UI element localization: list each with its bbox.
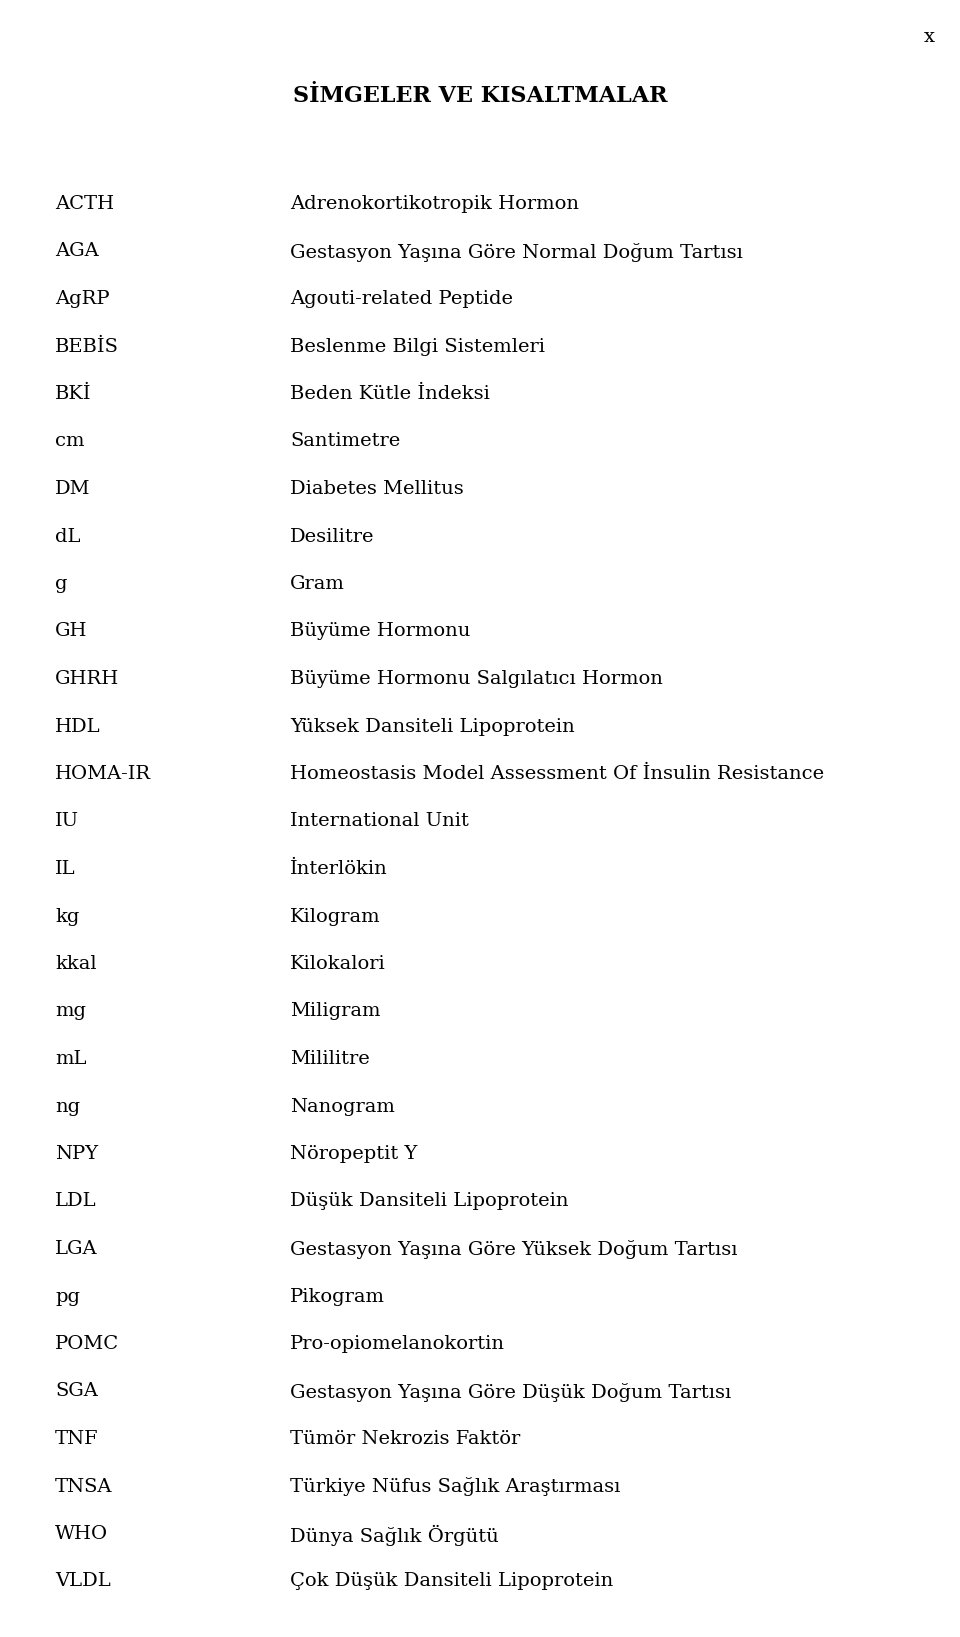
Text: Nanogram: Nanogram	[290, 1097, 395, 1115]
Text: Gestasyon Yaşına Göre Düşük Doğum Tartısı: Gestasyon Yaşına Göre Düşük Doğum Tartıs…	[290, 1383, 732, 1401]
Text: Desilitre: Desilitre	[290, 527, 374, 545]
Text: AgRP: AgRP	[55, 290, 109, 308]
Text: SİMGELER VE KISALTMALAR: SİMGELER VE KISALTMALAR	[293, 85, 667, 106]
Text: BEBİS: BEBİS	[55, 337, 119, 355]
Text: Türkiye Nüfus Sağlık Araştırması: Türkiye Nüfus Sağlık Araştırması	[290, 1478, 620, 1496]
Text: Miligram: Miligram	[290, 1002, 380, 1020]
Text: GHRH: GHRH	[55, 670, 119, 688]
Text: ng: ng	[55, 1097, 80, 1115]
Text: IU: IU	[55, 812, 79, 830]
Text: Gestasyon Yaşına Göre Yüksek Doğum Tartısı: Gestasyon Yaşına Göre Yüksek Doğum Tartı…	[290, 1239, 737, 1259]
Text: İnterlökin: İnterlökin	[290, 859, 388, 877]
Text: g: g	[55, 575, 67, 593]
Text: dL: dL	[55, 527, 81, 545]
Text: Büyüme Hormonu: Büyüme Hormonu	[290, 622, 470, 640]
Text: POMC: POMC	[55, 1336, 119, 1354]
Text: HOMA-IR: HOMA-IR	[55, 764, 151, 782]
Text: Diabetes Mellitus: Diabetes Mellitus	[290, 480, 464, 498]
Text: Nöropeptit Y: Nöropeptit Y	[290, 1144, 418, 1162]
Text: Agouti-related Peptide: Agouti-related Peptide	[290, 290, 513, 308]
Text: Mililitre: Mililitre	[290, 1049, 370, 1067]
Text: Adrenokortikotropik Hormon: Adrenokortikotropik Hormon	[290, 195, 579, 213]
Text: IL: IL	[55, 859, 76, 877]
Text: Homeostasis Model Assessment Of İnsulin Resistance: Homeostasis Model Assessment Of İnsulin …	[290, 764, 824, 782]
Text: TNSA: TNSA	[55, 1478, 112, 1496]
Text: cm: cm	[55, 432, 84, 450]
Text: HDL: HDL	[55, 717, 101, 735]
Text: kkal: kkal	[55, 954, 97, 972]
Text: SGA: SGA	[55, 1383, 98, 1401]
Text: Çok Düşük Dansiteli Lipoprotein: Çok Düşük Dansiteli Lipoprotein	[290, 1573, 613, 1591]
Text: pg: pg	[55, 1287, 80, 1305]
Text: Kilokalori: Kilokalori	[290, 954, 386, 972]
Text: WHO: WHO	[55, 1526, 108, 1544]
Text: International Unit: International Unit	[290, 812, 468, 830]
Text: Pro-opiomelanokortin: Pro-opiomelanokortin	[290, 1336, 505, 1354]
Text: BKİ: BKİ	[55, 385, 91, 403]
Text: Büyüme Hormonu Salgılatıcı Hormon: Büyüme Hormonu Salgılatıcı Hormon	[290, 670, 662, 688]
Text: Gestasyon Yaşına Göre Normal Doğum Tartısı: Gestasyon Yaşına Göre Normal Doğum Tartı…	[290, 242, 743, 262]
Text: Tümör Nekrozis Faktör: Tümör Nekrozis Faktör	[290, 1431, 520, 1449]
Text: Düşük Dansiteli Lipoprotein: Düşük Dansiteli Lipoprotein	[290, 1192, 568, 1210]
Text: LDL: LDL	[55, 1192, 97, 1210]
Text: Kilogram: Kilogram	[290, 907, 380, 925]
Text: x: x	[924, 28, 935, 46]
Text: Yüksek Dansiteli Lipoprotein: Yüksek Dansiteli Lipoprotein	[290, 717, 575, 735]
Text: NPY: NPY	[55, 1144, 98, 1162]
Text: ACTH: ACTH	[55, 195, 114, 213]
Text: AGA: AGA	[55, 242, 99, 260]
Text: Beden Kütle İndeksi: Beden Kütle İndeksi	[290, 385, 490, 403]
Text: VLDL: VLDL	[55, 1573, 110, 1591]
Text: Beslenme Bilgi Sistemleri: Beslenme Bilgi Sistemleri	[290, 337, 545, 355]
Text: Pikogram: Pikogram	[290, 1287, 385, 1305]
Text: LGA: LGA	[55, 1239, 98, 1257]
Text: Dünya Sağlık Örgütü: Dünya Sağlık Örgütü	[290, 1526, 499, 1545]
Text: kg: kg	[55, 907, 80, 925]
Text: DM: DM	[55, 480, 90, 498]
Text: TNF: TNF	[55, 1431, 99, 1449]
Text: GH: GH	[55, 622, 87, 640]
Text: mg: mg	[55, 1002, 86, 1020]
Text: Santimetre: Santimetre	[290, 432, 400, 450]
Text: mL: mL	[55, 1049, 86, 1067]
Text: Gram: Gram	[290, 575, 345, 593]
